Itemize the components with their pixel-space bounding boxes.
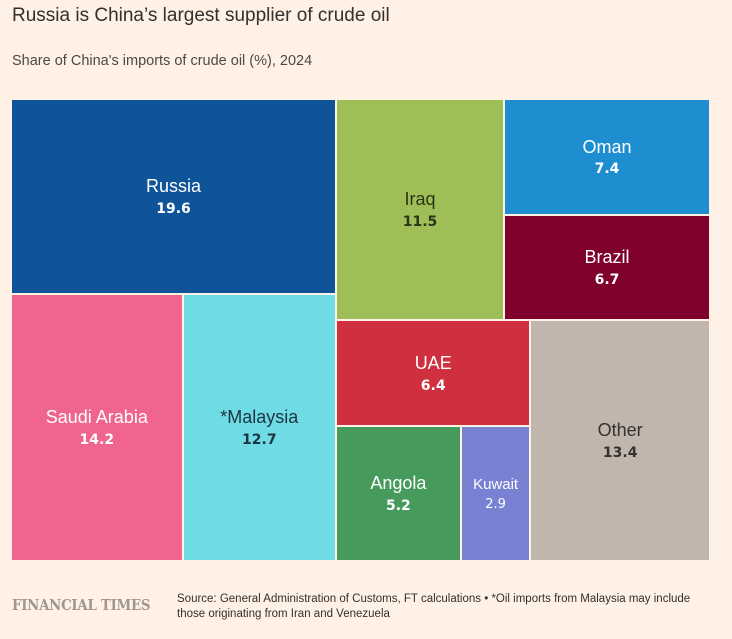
cell-label-oman: Oman xyxy=(582,136,632,157)
treemap-cell-brazil: Brazil 6.7 xyxy=(505,216,709,320)
cell-value-brazil: 6.7 xyxy=(594,271,620,288)
treemap-cell-other: Other 13.4 xyxy=(531,321,709,560)
cell-value-iraq: 11.5 xyxy=(402,213,438,230)
cell-value-kuwait: 2.9 xyxy=(485,496,506,512)
cell-value-russia: 19.6 xyxy=(156,200,191,217)
cell-value-oman: 7.4 xyxy=(594,161,620,178)
cell-value-angola: 5.2 xyxy=(386,498,411,515)
cell-label-russia: Russia xyxy=(146,176,202,197)
source-note: Source: General Administration of Custom… xyxy=(177,593,691,620)
treemap-cell-oman: Oman 7.4 xyxy=(505,100,709,215)
treemap-cell-russia: Russia 19.6 xyxy=(12,100,336,293)
treemap-cell-kuwait: Kuwait 2.9 xyxy=(461,427,530,560)
cell-label-saudi-arabia: Saudi Arabia xyxy=(45,407,148,428)
cell-value-malaysia: 12.7 xyxy=(242,431,277,448)
treemap-cell-angola: Angola 5.2 xyxy=(337,427,460,560)
cell-label-kuwait: Kuwait xyxy=(473,475,519,493)
cell-label-malaysia: *Malaysia xyxy=(220,407,299,428)
treemap-cell-malaysia: *Malaysia 12.7 xyxy=(183,294,336,560)
treemap-cell-iraq: Iraq 11.5 xyxy=(337,100,504,320)
cell-label-other: Other xyxy=(597,420,643,441)
cell-label-angola: Angola xyxy=(370,473,427,494)
treemap-cell-uae: UAE 6.4 xyxy=(337,321,530,426)
chart-title: Russia is China’s largest supplier of cr… xyxy=(12,5,390,26)
cell-value-saudi-arabia: 14.2 xyxy=(79,431,115,448)
chart-subtitle: Share of China's imports of crude oil (%… xyxy=(12,53,313,69)
ft-logo: FINANCIAL TIMES xyxy=(12,597,151,614)
cell-value-uae: 6.4 xyxy=(420,377,446,394)
cell-value-other: 13.4 xyxy=(602,444,638,461)
cell-label-iraq: Iraq xyxy=(404,189,436,210)
cell-label-brazil: Brazil xyxy=(584,247,630,268)
treemap-cell-saudi-arabia: Saudi Arabia 14.2 xyxy=(12,294,182,560)
cell-label-uae: UAE xyxy=(414,352,452,373)
